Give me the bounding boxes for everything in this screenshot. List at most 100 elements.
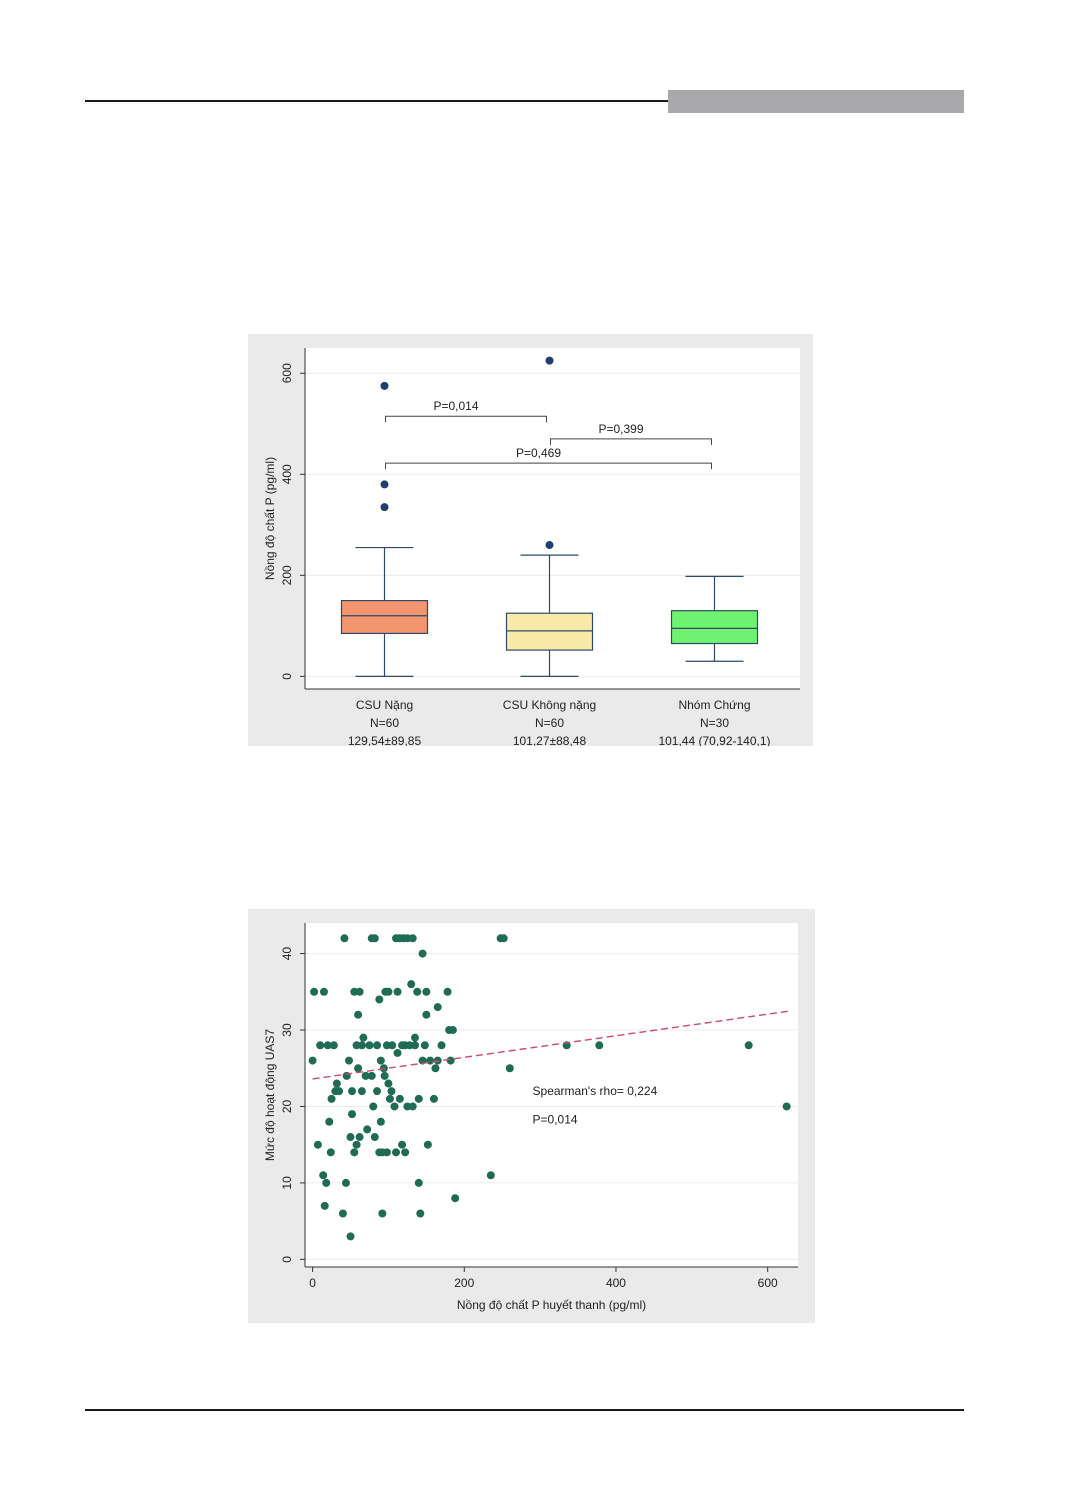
scatter-point	[370, 1133, 379, 1142]
scatter-point	[448, 1026, 457, 1035]
scatter-point	[327, 1094, 336, 1103]
box-outlier	[380, 503, 389, 512]
scatter-point	[355, 987, 364, 996]
scatter-point	[407, 980, 416, 989]
spearman-annotation: Spearman's rho= 0,224	[533, 1084, 658, 1098]
box-iqr	[505, 612, 594, 651]
scatter-point	[410, 1041, 419, 1050]
p-value-annotation: P=0,014	[533, 1112, 578, 1126]
comparison-p-value: P=0,014	[433, 399, 478, 413]
scatter-point	[355, 1133, 364, 1142]
y-tick-label: 0	[280, 673, 294, 680]
scatter-point	[373, 1041, 382, 1050]
scatter-point	[420, 1041, 429, 1050]
group-label: N=60	[535, 716, 564, 730]
box-outlier	[545, 356, 554, 365]
scatter-point	[443, 987, 452, 996]
scatter-point	[323, 1041, 332, 1050]
y-tick-label: 40	[280, 947, 294, 961]
scatter-point	[486, 1171, 495, 1180]
scatter-point	[410, 1033, 419, 1042]
scatter-point	[325, 1117, 334, 1126]
scatter-point	[359, 1033, 368, 1042]
scatter-point	[346, 1232, 355, 1241]
scatter-point	[499, 934, 508, 943]
scatter-point	[319, 987, 328, 996]
scatter-point	[384, 987, 393, 996]
group-label: 129,54±89,85	[348, 734, 422, 746]
scatter-point	[422, 1010, 431, 1019]
box-outlier	[545, 541, 554, 550]
scatter-point	[376, 1117, 385, 1126]
group-label: N=60	[370, 716, 399, 730]
scatter-point	[429, 1094, 438, 1103]
scatter-point	[451, 1194, 460, 1203]
footer-rule	[85, 1409, 964, 1411]
scatter-point	[367, 1071, 376, 1080]
x-tick-label: 0	[309, 1276, 316, 1290]
group-label: 101,44 (70,92-140,1)	[658, 734, 770, 746]
scatter-point	[393, 987, 402, 996]
scatter-point	[401, 1148, 410, 1157]
header-tab-bar	[668, 90, 964, 113]
scatter-point	[316, 1041, 325, 1050]
comparison-p-value: P=0,469	[516, 446, 561, 460]
scatter-point	[370, 934, 379, 943]
scatter-point	[322, 1178, 331, 1187]
scatter-point	[308, 1056, 317, 1065]
box-iqr	[670, 610, 759, 645]
box-iqr	[340, 599, 429, 635]
group-label: CSU Không nặng	[503, 698, 596, 712]
y-tick-label: 10	[280, 1176, 294, 1190]
scatter-point	[387, 1087, 396, 1096]
scatter-point	[348, 1110, 357, 1119]
scatter-point	[390, 1102, 399, 1111]
scatter-point	[350, 1148, 359, 1157]
scatter-point	[433, 1003, 442, 1012]
scatter-point	[378, 1209, 387, 1218]
scatter-point	[395, 1094, 404, 1103]
x-axis-label: Nồng độ chất P huyết thanh (pg/ml)	[457, 1298, 646, 1312]
comparison-bracket	[385, 415, 547, 423]
scatter-point	[344, 1056, 353, 1065]
scatter-point	[341, 1178, 350, 1187]
scatter-figure: 0 10 20 30 40 0 200 400 600 Nồng độ chất P huyết …	[248, 909, 815, 1323]
y-axis-label: Nồng độ chất P (pg/ml)	[263, 457, 277, 580]
header-rule	[85, 100, 668, 102]
scatter-point	[365, 1041, 374, 1050]
scatter-point	[357, 1041, 366, 1050]
scatter-point	[373, 1087, 382, 1096]
plot-area	[305, 923, 798, 1267]
x-tick-label: 200	[454, 1276, 474, 1290]
group-label: Nhóm Chứng	[678, 698, 750, 712]
scatter-point	[340, 934, 349, 943]
group-label: N=30	[700, 716, 729, 730]
comparison-bracket	[550, 438, 712, 445]
scatter-point	[418, 949, 427, 958]
y-tick-label: 0	[280, 1256, 294, 1263]
group-label: CSU Nặng	[356, 698, 413, 712]
x-tick-label: 600	[758, 1276, 778, 1290]
scatter-point	[782, 1102, 791, 1111]
scatter-point	[426, 1056, 435, 1065]
scatter-point	[414, 1178, 423, 1187]
scatter-point	[338, 1209, 347, 1218]
scatter-point	[335, 1087, 344, 1096]
scatter-point	[414, 1094, 423, 1103]
scatter-point	[354, 1064, 363, 1073]
scatter-point	[363, 1125, 372, 1134]
scatter-point	[393, 1048, 402, 1057]
scatter-point	[744, 1041, 753, 1050]
scatter-point	[437, 1041, 446, 1050]
y-tick-label: 400	[280, 464, 294, 484]
scatter-point	[388, 1041, 397, 1050]
scatter-point	[354, 1010, 363, 1019]
y-tick-label: 30	[280, 1023, 294, 1037]
scatter-point	[408, 934, 417, 943]
scatter-point	[348, 1087, 357, 1096]
comparison-bracket	[385, 462, 712, 470]
scatter-point	[329, 1041, 338, 1050]
y-tick-label: 200	[280, 565, 294, 585]
scatter-point	[310, 987, 319, 996]
